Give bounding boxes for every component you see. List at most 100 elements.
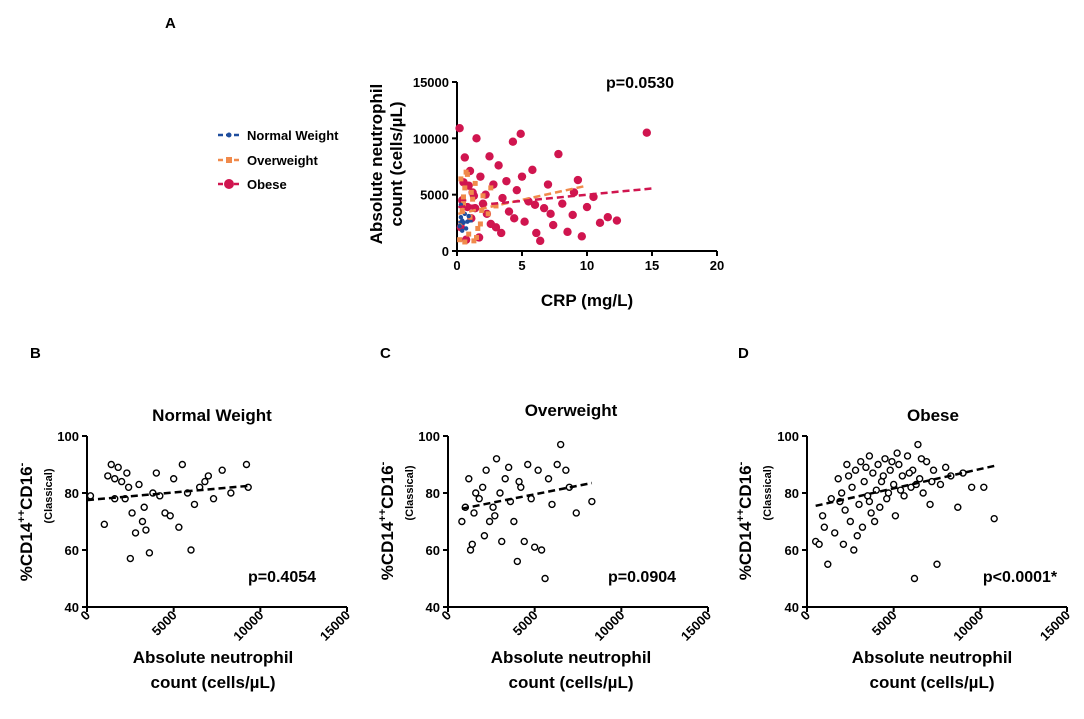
data-point [190,500,199,509]
x-axis-label-line1: Absolute neutrophil [491,648,652,667]
panel-c-label: C [380,345,391,362]
data-point [936,480,945,489]
y-axis-label: %CD14++CD16- [735,461,755,580]
data-point-obese [573,175,583,185]
data-point [857,457,865,466]
data-point [888,457,896,466]
data-point [128,509,136,517]
data-point [839,540,848,548]
data-point [126,554,135,563]
data-point [187,546,195,554]
p-value-annotation: p<0.0001* [983,569,1058,586]
legend-label-obese: Obese [247,177,287,192]
y-label-sup2: - [16,462,28,466]
data-point-normal-weight [465,219,470,224]
data-point [152,469,161,477]
data-point [886,466,894,474]
y-tick-label: 60 [426,543,440,558]
data-point [472,489,480,497]
legend-item-obese: Obese [218,177,287,192]
data-point-obese [612,216,622,225]
legend-label-overweight: Overweight [247,153,318,168]
data-point [123,469,131,477]
y-label-sup1: ++ [735,509,747,522]
y-tick-label: 80 [785,486,799,501]
data-point [820,523,829,531]
data-point-obese [603,213,612,222]
y-label-sup1: ++ [377,509,389,522]
data-point-overweight [462,239,468,245]
fit-line [86,484,249,502]
data-point-overweight [463,169,469,175]
data-point-obese [497,228,506,238]
data-point [844,472,853,480]
data-point-normal-weight [460,228,465,233]
p-value-annotation: p=0.4054 [248,569,316,586]
y-label-mid: CD16 [378,465,397,508]
data-point [541,574,549,583]
x-axis-label: CRP (mg/L) [541,291,633,310]
y-tick-label: 40 [785,600,799,615]
data-point-overweight [471,238,477,244]
panel-b: B Normal Weight %CD14++CD16- (Classical)… [16,345,353,692]
svg-text:%CD14++CD16-: %CD14++CD16- [377,461,397,580]
data-point-overweight [475,225,481,231]
data-point [853,532,861,540]
x-tick-label: 10000 [591,608,627,644]
x-tick-label: 10 [580,258,594,273]
panel-b-label: B [30,345,41,362]
data-point [841,506,849,514]
p-value-annotation: p=0.0904 [608,569,676,586]
data-point [166,512,174,520]
data-point [884,489,893,497]
data-point [588,497,596,506]
data-point-obese [532,228,541,238]
data-point [227,489,235,497]
data-point [815,540,823,548]
data-point [919,489,927,497]
panel-d-label: D [738,345,749,362]
y-label-sup2: - [377,461,389,465]
data-point [818,512,827,520]
legend-item-normal-weight: Normal Weight [218,128,339,143]
data-point [895,460,903,469]
data-point [520,537,528,546]
data-point [478,483,487,491]
data-point [896,486,905,494]
data-point-obese [455,123,464,133]
x-tick-label: 15000 [317,608,353,644]
data-point-obese [504,207,514,216]
data-point-obese [554,149,563,159]
data-point [862,463,870,472]
data-point [860,477,868,486]
y-tick-label: 100 [418,429,440,444]
data-point [124,483,133,491]
data-point [465,475,473,483]
data-point [100,520,109,529]
y-tick-label: 100 [777,429,799,444]
data-point-obese [512,185,521,195]
data-point [175,523,183,531]
data-point [917,455,926,463]
data-point [178,460,187,469]
data-point-obese [508,137,518,146]
data-point-overweight [479,207,485,213]
data-point [891,512,900,520]
data-point-overweight [488,185,494,191]
data-point [504,463,513,472]
data-point-overweight [462,185,468,191]
y-tick-label: 40 [65,600,79,615]
plot-title: Obese [907,406,959,425]
data-point [480,532,489,540]
data-point [869,469,877,477]
data-point-overweight [466,231,472,237]
y-label-mid: CD16 [736,465,755,508]
data-point [135,480,143,489]
data-point [201,477,209,486]
data-point [492,455,501,463]
data-point [556,440,565,449]
data-point [468,540,476,548]
y-axis-label-line2: count (cells/µL) [387,101,406,226]
y-axis-sublabel: (Classical) [43,468,55,523]
data-point [534,466,542,474]
